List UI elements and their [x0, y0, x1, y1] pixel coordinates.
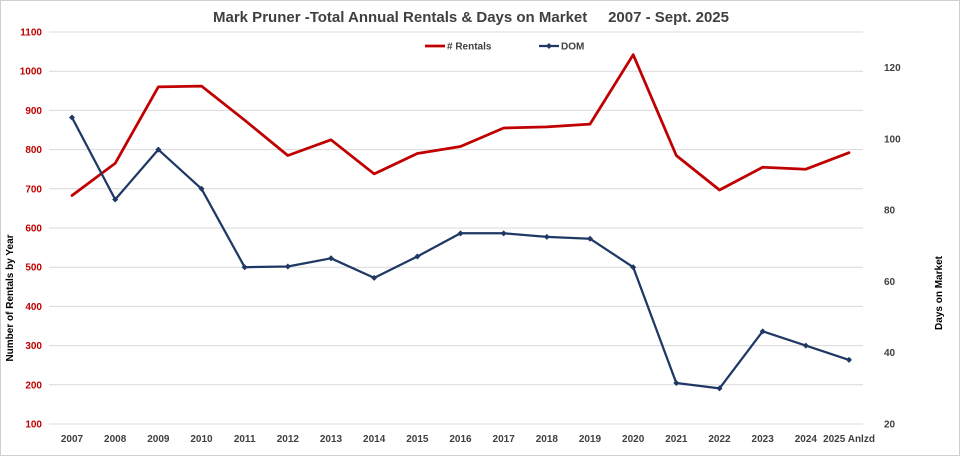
dom-point-marker	[587, 235, 593, 242]
dom-point-marker	[802, 342, 809, 349]
x-tick-label: 2019	[579, 434, 602, 445]
dom-point-marker	[241, 264, 248, 271]
dom-point-marker	[69, 114, 75, 121]
dom-point-marker	[198, 185, 205, 192]
x-axis-ticks: 2007 2008 2009 2010 2011 2012 2013 2014 2015 2016…	[61, 434, 875, 445]
rentals-series-line	[70, 53, 851, 197]
dom-point-marker	[328, 255, 334, 262]
x-tick-label: 2024	[795, 434, 818, 445]
dom-point-marker	[759, 328, 766, 335]
series-layer	[69, 53, 852, 392]
right-axis-ticks: 20 40 60 80 100 120	[884, 63, 901, 430]
dom-point-marker	[673, 380, 680, 387]
dom-point-marker	[846, 356, 852, 363]
dom-point-marker	[112, 196, 119, 203]
left-tick-label: 400	[25, 302, 42, 313]
right-tick-label: 100	[884, 134, 901, 145]
right-axis-label: Days on Market	[934, 255, 945, 330]
x-tick-label: 2018	[536, 434, 559, 445]
x-tick-label: 2009	[147, 434, 170, 445]
legend: # Rentals DOM	[425, 42, 584, 53]
legend-label: DOM	[561, 42, 584, 53]
dom-series-line	[70, 116, 851, 390]
dom-point-marker	[500, 230, 507, 237]
x-tick-label: 2016	[449, 434, 472, 445]
left-tick-label: 1000	[20, 67, 43, 78]
legend-label: # Rentals	[447, 42, 492, 53]
x-tick-label: 2007	[61, 434, 84, 445]
left-axis-label: Number of Rentals by Year	[5, 234, 16, 361]
dom-point-marker	[716, 385, 723, 392]
right-tick-label: 80	[884, 206, 896, 217]
left-axis-ticks: 100 200 300 400 500 600 700 800 900 1000 1100	[20, 28, 43, 431]
chart-title: Mark Pruner -Total Annual Rentals & Days…	[213, 9, 729, 26]
dom-point-marker	[457, 230, 464, 237]
x-tick-label: 2020	[622, 434, 645, 445]
left-tick-label: 600	[25, 224, 42, 235]
x-tick-label: 2008	[104, 434, 127, 445]
x-tick-label: 2013	[320, 434, 343, 445]
gridlines	[49, 31, 863, 425]
left-tick-label: 900	[25, 106, 42, 117]
left-tick-label: 200	[25, 380, 42, 391]
left-tick-label: 1100	[20, 28, 42, 39]
left-tick-label: 300	[25, 341, 42, 352]
x-tick-label: 2011	[234, 434, 256, 445]
right-tick-label: 40	[884, 348, 896, 359]
dom-point-marker	[630, 264, 637, 271]
dom-point-marker	[414, 253, 421, 260]
left-tick-label: 100	[25, 420, 42, 431]
x-tick-label: 2021	[665, 434, 688, 445]
x-tick-label: 2025 Anlzd	[823, 434, 875, 445]
x-tick-label: 2015	[406, 434, 429, 445]
left-tick-label: 500	[25, 263, 42, 274]
x-tick-label: 2023	[752, 434, 775, 445]
dom-point-marker	[284, 263, 291, 270]
left-tick-label: 700	[25, 184, 42, 195]
right-tick-label: 60	[884, 277, 896, 288]
right-tick-label: 120	[884, 63, 901, 74]
x-tick-label: 2012	[277, 434, 300, 445]
dom-point-marker	[371, 274, 378, 281]
left-tick-label: 800	[25, 145, 42, 156]
dom-point-marker	[543, 233, 550, 240]
legend-swatch-marker	[546, 43, 552, 49]
x-tick-label: 2022	[708, 434, 731, 445]
dom-point-marker	[155, 146, 162, 153]
x-tick-label: 2017	[493, 434, 516, 445]
x-tick-label: 2014	[363, 434, 386, 445]
x-tick-label: 2010	[190, 434, 213, 445]
right-tick-label: 20	[884, 420, 896, 431]
